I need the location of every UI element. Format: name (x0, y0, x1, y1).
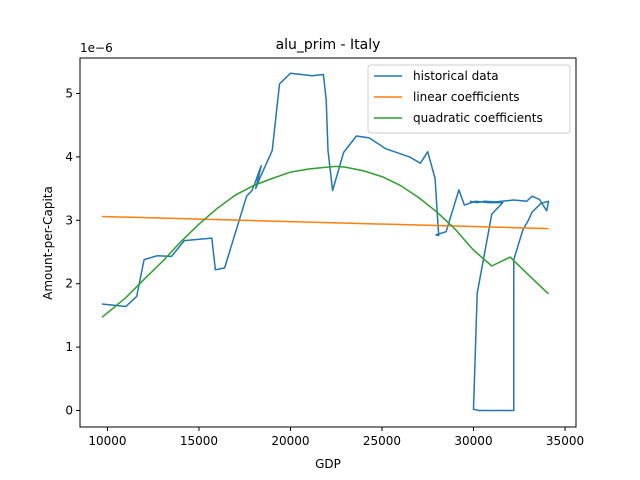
y-tick-label: 2 (65, 277, 73, 291)
axes-frame (79, 57, 577, 428)
linear-fit-line (101, 215, 549, 230)
x-tick-label: 30000 (454, 434, 492, 448)
y-tick-label: 3 (65, 213, 73, 227)
historical-data-line (101, 72, 550, 412)
plot-area (79, 57, 577, 428)
x-axis-label: GDP (315, 457, 341, 471)
x-tick-label: 15000 (180, 434, 218, 448)
y-tick-label: 4 (65, 150, 73, 164)
x-tick-label: 10000 (88, 434, 126, 448)
legend: historical data linear coefficients quad… (367, 64, 571, 134)
legend-label-historical: historical data (413, 69, 499, 83)
y-axis: 0 1 2 3 4 5 (65, 87, 80, 418)
legend-label-quadratic: quadratic coefficients (413, 111, 543, 125)
y-tick-label: 5 (65, 87, 73, 101)
quadratic-fit-line (101, 165, 550, 318)
y-scale-label: 1e−6 (80, 41, 113, 55)
x-axis: 10000 15000 20000 25000 30000 35000 (88, 427, 584, 448)
y-tick-label: 0 (65, 404, 73, 418)
series-layer (101, 72, 550, 412)
x-tick-label: 20000 (271, 434, 309, 448)
legend-label-linear: linear coefficients (413, 90, 520, 104)
y-axis-label: Amount-per-Capita (41, 186, 55, 300)
x-tick-label: 25000 (363, 434, 401, 448)
legend-box (367, 64, 571, 134)
y-tick-label: 1 (65, 340, 73, 354)
x-tick-label: 35000 (546, 434, 584, 448)
chart-title: alu_prim - Italy (276, 37, 381, 53)
